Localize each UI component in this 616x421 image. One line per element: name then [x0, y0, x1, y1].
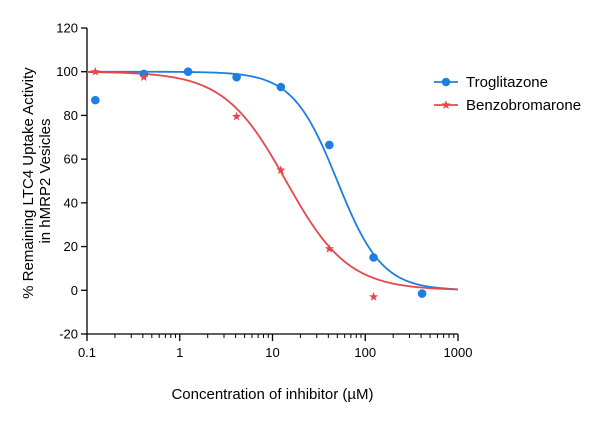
data-point-troglitazone	[325, 140, 334, 150]
data-points	[90, 66, 427, 301]
fit-curve-benzobromarone	[86, 71, 459, 291]
legend: Troglitazone Benzobromarone	[434, 74, 581, 114]
y-axis-title: % Remaining LTC4 Uptake Activity in hMRP…	[20, 63, 54, 299]
legend-label-troglitazone: Troglitazone	[466, 74, 548, 91]
data-point-benzobromarone	[139, 72, 149, 82]
y-tick-label: 120	[56, 21, 78, 36]
data-point-troglitazone	[232, 72, 241, 82]
x-tick-label: 10	[265, 345, 279, 360]
y-tick-label: 80	[64, 108, 78, 123]
data-point-benzobromarone	[90, 66, 100, 76]
legend-marker-benzobromarone	[441, 100, 451, 109]
data-point-troglitazone	[369, 253, 378, 262]
y-axis-title-line-2: in hMRP2 Vesicles	[37, 118, 54, 243]
y-tick-label: -20	[59, 327, 78, 342]
legend-label-benzobromarone: Benzobromarone	[466, 97, 581, 114]
data-point-benzobromarone	[232, 111, 242, 121]
y-tick-label: 40	[64, 195, 78, 210]
x-tick-label: 100	[354, 345, 376, 360]
data-point-benzobromarone	[369, 292, 379, 301]
x-tick-label: 0.1	[78, 345, 96, 360]
y-axis-title-line-1: % Remaining LTC4 Uptake Activity	[20, 67, 37, 299]
x-axis-title: Concentration of inhibitor (µM)	[171, 386, 373, 403]
data-point-benzobromarone	[276, 165, 286, 174]
data-point-troglitazone	[183, 67, 193, 77]
y-tick-label: 60	[64, 152, 78, 167]
x-tick-label: 1000	[444, 345, 473, 360]
y-tick-label: 0	[71, 283, 78, 298]
x-tick-label: 1	[176, 345, 183, 360]
y-tick-label: 20	[64, 239, 78, 254]
legend-marker-troglitazone	[441, 77, 451, 87]
data-point-troglitazone	[276, 82, 286, 92]
y-tick-label: 100	[56, 64, 78, 79]
fit-curves	[86, 70, 459, 291]
data-point-troglitazone	[91, 95, 100, 105]
fit-curve-troglitazone	[87, 70, 459, 291]
axes: -20 0 20 40 60 80 100 120 0.1 1 10 100 1000	[56, 21, 472, 361]
data-point-troglitazone	[417, 289, 427, 298]
data-point-benzobromarone	[324, 243, 334, 253]
